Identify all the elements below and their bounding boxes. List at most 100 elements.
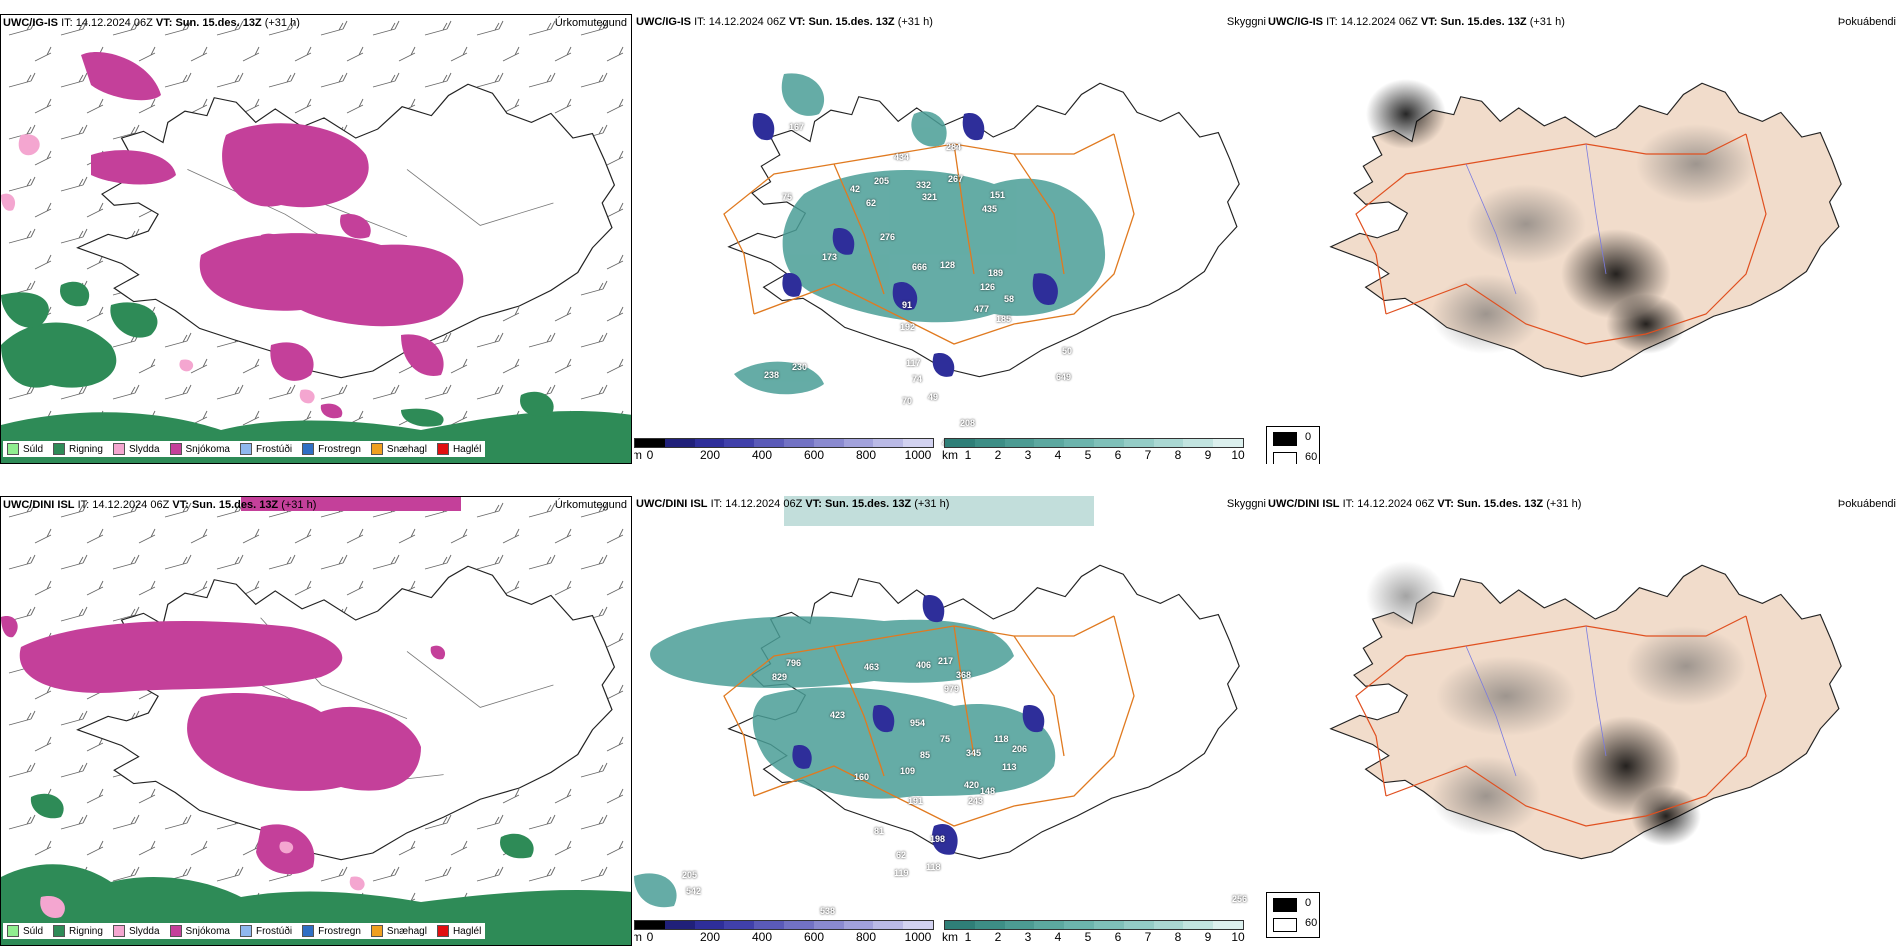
cloudbase-label: 829 [772,672,788,682]
cloudbase-label: 191 [908,796,924,806]
legend-swatch [7,925,19,937]
cloudbase-label: 666 [912,262,928,272]
cloudbase-label: 81 [874,826,885,836]
roads [1355,133,1767,345]
legend-swatch [169,443,182,455]
visibility-colorbar: km 1 2 3 4 5 6 7 8 9 10 [942,920,1245,944]
cloudbase-label: 979 [944,684,960,694]
fog-legend: 0 60 [1266,892,1320,938]
legend-label: Snæhagl [386,925,427,937]
precip-type-map [1,15,631,463]
colorbar-segment [724,439,755,447]
cloudbase-label: 74 [912,374,923,384]
tick-label: 800 [855,930,877,944]
cloudbase-label: 205 [874,176,890,186]
tick-label: 400 [751,448,773,462]
cloudbase-ticks: 0 200 400 600 800 1000 [634,448,934,462]
colorbar-segment [1123,921,1154,929]
colorbar-segment [1153,439,1184,447]
colorbar-segment [903,921,933,929]
cloudbase-map [634,496,1240,908]
colorbar-segment [843,439,874,447]
colorbar-segment [843,921,874,929]
tick-label: 6 [1114,930,1122,944]
cloudbase-label: 42 [850,184,861,194]
precip-legend: Súld Rigning Slydda Snjókoma Frostúði Fr… [3,923,486,939]
cloudbase-label: 230 [792,362,808,372]
panel-title: Úrkomutegund [554,499,627,511]
cloudbase-label: 208 [960,418,976,428]
colorbar-segment [1004,921,1035,929]
tick-label: 5 [1084,448,1092,462]
legend-swatch [112,925,125,937]
cloudbase-label: 256 [1232,894,1248,904]
legend-label: Snjókoma [185,443,230,455]
cloudbase-label: 192 [900,322,916,332]
colorbar-segment [1183,921,1214,929]
cloudbase-label: 62 [896,850,907,860]
panel-header: UWC/IG-IS IT: 14.12.2024 06Z VT: Sun. 15… [636,16,933,28]
colorbar-segment [1093,439,1124,447]
tick-label: 0 [646,448,654,462]
legend-label: Frostúði [255,443,293,455]
legend-swatch [370,443,383,455]
fog-legend-swatch [1273,918,1297,932]
legend-swatch [53,443,66,455]
snow-areas [1,497,461,875]
fog-legend-label: 60 [1305,917,1318,929]
legend-label: Súld [23,443,44,455]
tick-label: 800 [855,448,877,462]
legend-item: Rigning [53,925,103,937]
fog-legend-swatch [1273,432,1297,446]
cloudbase-label: 276 [880,232,896,242]
panel-header: UWC/DINI ISL IT: 14.12.2024 06Z VT: Sun.… [636,498,950,510]
cloudbase-label: 267 [948,174,964,184]
cloudbase-label: 238 [764,370,780,380]
cloudbase-label: 85 [920,750,931,760]
cloudbase-label: 435 [982,204,998,214]
cloudbase-label: 128 [940,260,956,270]
cloudbase-unit: m [634,448,642,462]
tick-label: 4 [1054,930,1062,944]
cloudbase-label: 189 [988,268,1004,278]
colorbar-segment [1123,439,1154,447]
legend-item: Frostúði [239,443,293,455]
cloudbase-label: 345 [966,748,982,758]
cloudbase-label: 91 [902,300,913,310]
cloudbase-visibility-panel-bottom: UWC/DINI ISL IT: 14.12.2024 06Z VT: Sun.… [634,496,1266,946]
cloudbase-label: 119 [894,868,909,878]
tick-label: 400 [751,930,773,944]
tick-label: 1 [964,930,972,944]
legend-label: Frostregn [318,443,361,455]
cloudbase-label: 117 [906,358,921,368]
tick-label: 9 [1204,930,1212,944]
tick-label: 7 [1144,448,1152,462]
colorbar-segment [873,921,904,929]
cloudbase-label: 423 [830,710,846,720]
panel-title: Úrkomutegund [554,17,627,29]
tick-label: 7 [1144,930,1152,944]
cloudbase-ticks: 0 200 400 600 800 1000 [634,930,934,944]
panel-title: Þokuábendi [1837,16,1896,28]
legend-label: Frostregn [318,925,361,937]
tick-label: 0 [646,930,654,944]
sleet-areas [40,841,365,918]
cloudbase-label: 148 [980,786,996,796]
cloudbase-visibility-panel-top: UWC/IG-IS IT: 14.12.2024 06Z VT: Sun. 15… [634,14,1266,464]
panel-title: Þokuábendi [1837,498,1896,510]
cloudbase-colorbar: m 0 200 400 600 800 1000 [634,438,934,462]
legend-swatch [239,443,252,455]
cloudbase-map [723,73,1240,395]
colorbar-segment [813,921,844,929]
fog-legend-swatch [1273,452,1297,464]
legend-label: Rigning [69,925,103,937]
cloudbase-label: 167 [789,122,805,132]
legend-item: Frostregn [302,925,361,937]
colorbar-segment [664,439,695,447]
cloudbase-label: 206 [1012,744,1028,754]
legend-swatch [112,443,125,455]
fog-legend: 0 60 [1266,426,1320,464]
tick-label: 4 [1054,448,1062,462]
visibility-areas [634,496,1094,908]
colorbar-segment [635,439,665,447]
